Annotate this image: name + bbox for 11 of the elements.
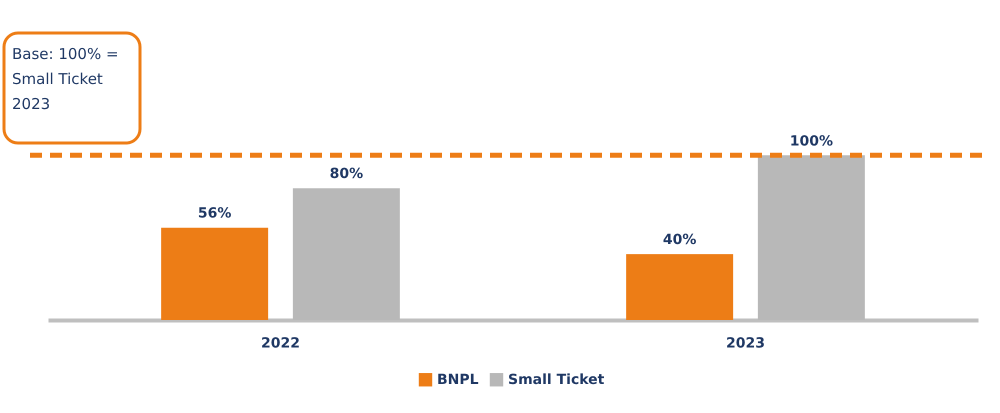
data-label: 100% bbox=[790, 133, 833, 150]
data-label: 56% bbox=[198, 206, 232, 222]
legend-label: BNPL bbox=[437, 372, 479, 388]
legend-label: Small Ticket bbox=[508, 372, 605, 388]
data-label: 80% bbox=[330, 166, 364, 182]
data-label: 40% bbox=[662, 232, 696, 248]
ref-line-label: Base: 100% = Small Ticket 2023 bbox=[12, 45, 119, 113]
x-tick-label: 2022 bbox=[261, 336, 300, 352]
x-tick-label: 2023 bbox=[726, 336, 765, 352]
bar bbox=[161, 228, 268, 320]
bar bbox=[626, 254, 734, 320]
